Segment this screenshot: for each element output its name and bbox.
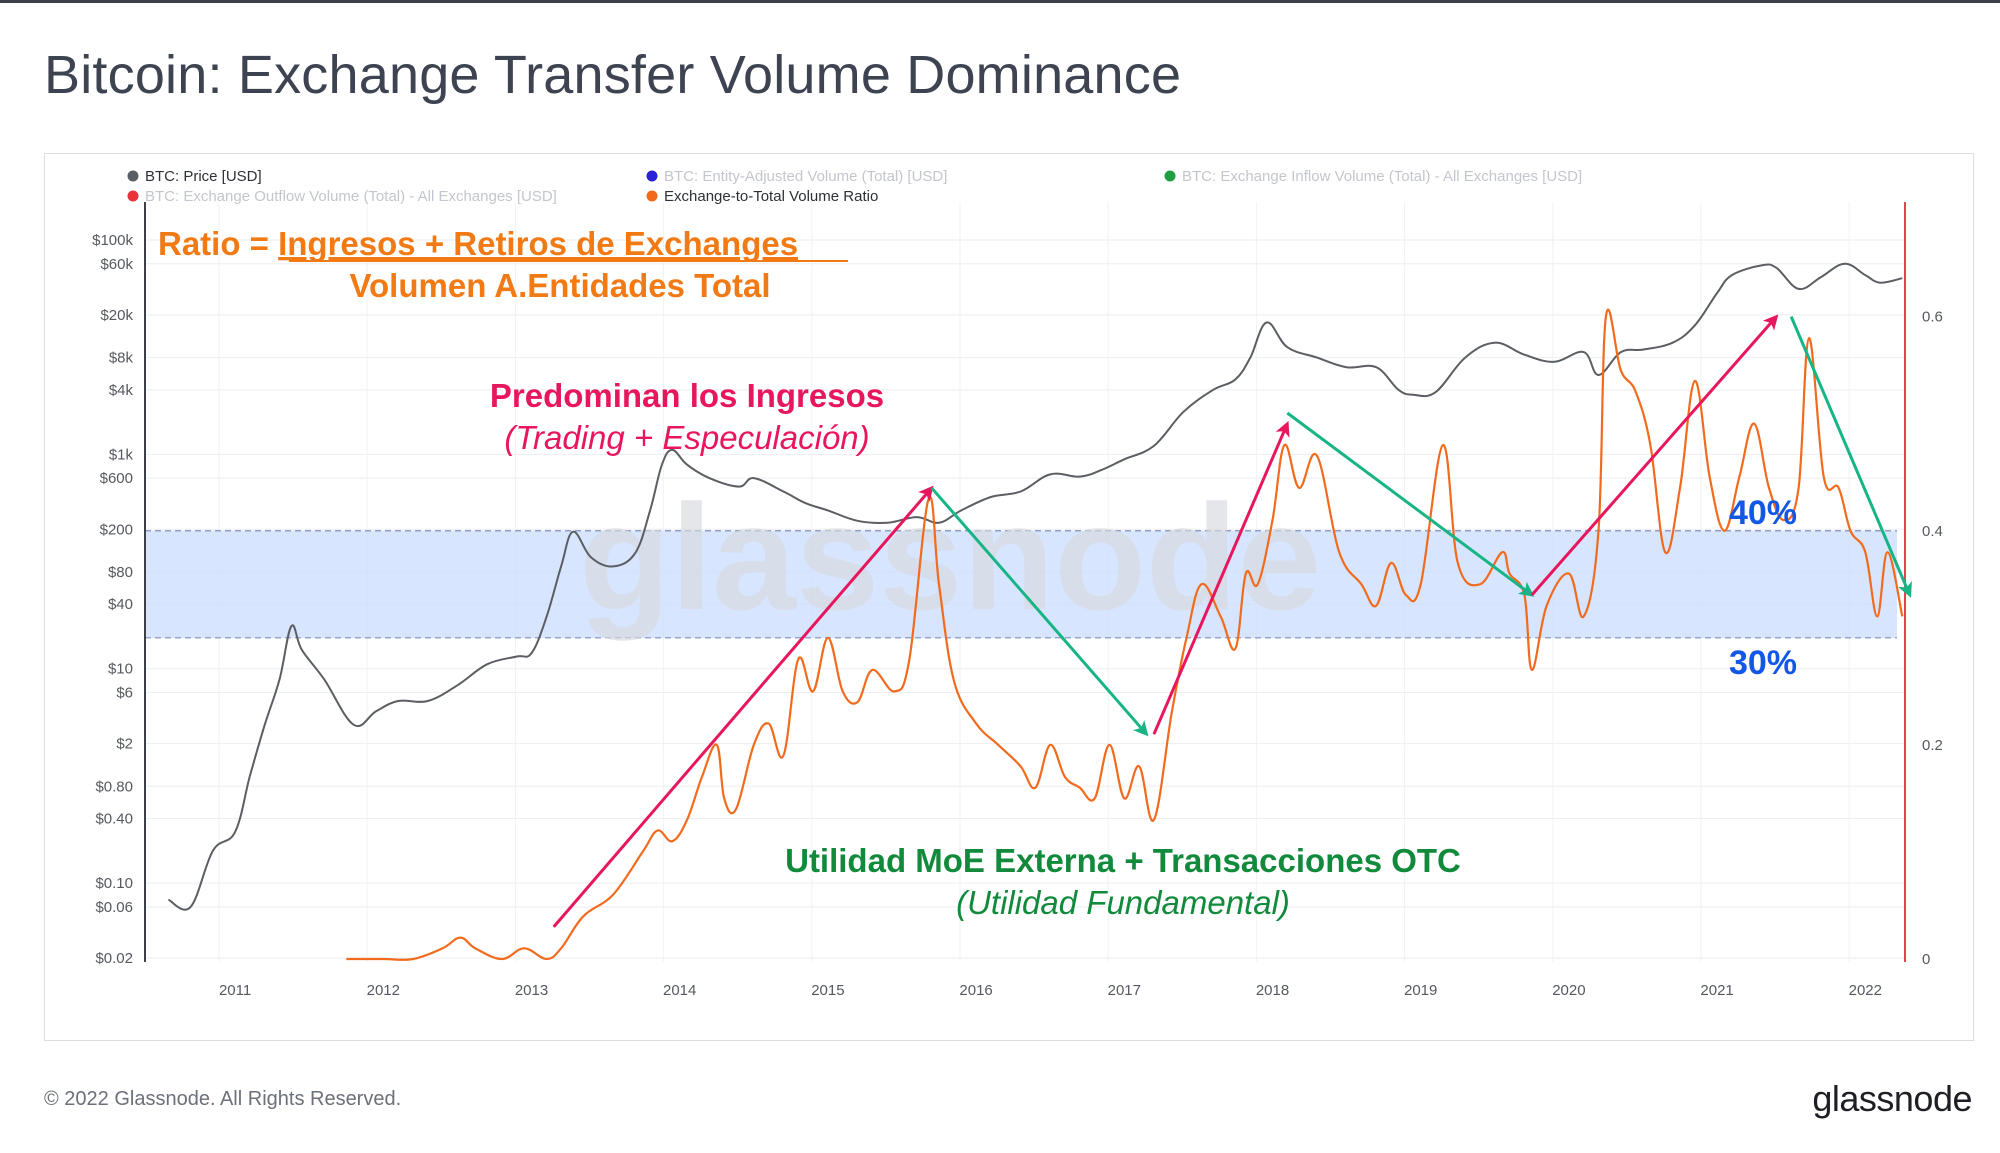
legend-marker	[646, 170, 658, 182]
formula-left: Ratio =	[158, 225, 278, 262]
y-left-tick-label: $2	[116, 736, 133, 753]
x-tick-label: 2020	[1552, 982, 1585, 999]
formula-denominator: Volumen A.Entidades Total	[349, 267, 770, 304]
trend-arrow-pink	[1530, 314, 1779, 596]
band-top-label: 40%	[1729, 494, 1797, 532]
trend-arrow-pink	[1152, 420, 1290, 735]
chart-panel: glassnode $100k $60k $20k $8k $4k $1k $600 $200…	[44, 153, 1974, 1041]
x-tick-label: 2021	[1700, 982, 1733, 999]
formula-numerator: Ingresos + Retiros de Exchanges	[278, 225, 798, 262]
y-left-tick-label: $6	[116, 685, 133, 702]
trend-arrows	[552, 314, 1912, 928]
top-rule	[0, 0, 2000, 3]
x-tick-label: 2012	[367, 982, 400, 999]
formula-text: Ratio = Ingresos + Retiros de Exchanges	[158, 225, 798, 262]
legend-label: BTC: Entity-Adjusted Volume (Total) [USD…	[664, 168, 947, 185]
x-tick-label: 2013	[515, 982, 548, 999]
y-left-tick-label: $600	[100, 470, 133, 487]
y-left-tick-label: $0.80	[95, 778, 133, 795]
y-right-axis-ticks: 0.6 0.4 0.2 0	[1922, 309, 1943, 968]
y-left-axis-ticks: $100k $60k $20k $8k $4k $1k $600 $200 $80 $40 $10 $…	[92, 232, 133, 967]
utility-subtitle: (Utilidad Fundamental)	[956, 884, 1290, 921]
y-right-tick-label: 0.6	[1922, 309, 1943, 326]
trend-arrow-pink	[552, 485, 934, 928]
y-left-tick-label: $200	[100, 521, 133, 538]
legend: BTC: Price [USD] BTC: Entity-Adjusted Vol…	[127, 168, 1582, 205]
x-tick-label: 2017	[1108, 982, 1141, 999]
footer-logo: glassnode	[1812, 1078, 1972, 1119]
x-tick-label: 2016	[959, 982, 992, 999]
y-right-tick-label: 0.4	[1922, 523, 1943, 540]
y-right-tick-label: 0	[1922, 951, 1930, 968]
inflow-subtitle: (Trading + Especulación)	[504, 419, 869, 456]
y-left-tick-label: $100k	[92, 232, 133, 249]
y-left-tick-label: $0.40	[95, 811, 133, 828]
y-left-tick-label: $20k	[100, 307, 133, 324]
x-axis-ticks: 2011 2012 2013 2014 2015 2016 2017 2018 2019 2020…	[219, 982, 1882, 999]
y-left-tick-label: $4k	[109, 382, 134, 399]
chart-svg: glassnode $100k$60k$20k$8k$4k$1k$600$200…	[92, 168, 1943, 999]
x-tick-label: 2022	[1849, 982, 1882, 999]
legend-marker	[127, 190, 139, 202]
y-left-tick-label: $0.02	[95, 950, 133, 967]
y-left-tick-label: $60k	[100, 256, 133, 273]
y-right-tick-label: 0.2	[1922, 737, 1943, 754]
legend-marker	[127, 170, 139, 182]
price-series-line	[167, 262, 1903, 911]
ratio-series-line	[346, 308, 1904, 961]
x-tick-label: 2015	[811, 982, 844, 999]
y-left-tick-label: $8k	[109, 350, 134, 367]
y-left-tick-label: $1k	[109, 446, 134, 463]
y-left-tick-label: $80	[108, 564, 133, 581]
x-tick-label: 2018	[1256, 982, 1289, 999]
x-tick-label: 2011	[219, 982, 251, 999]
legend-label: BTC: Price [USD]	[145, 168, 262, 185]
utility-title: Utilidad MoE Externa + Transacciones OTC	[785, 842, 1461, 879]
y-left-tick-label: $0.10	[95, 875, 133, 892]
trend-arrow-teal	[930, 486, 1149, 737]
band-bottom-label: 30%	[1729, 644, 1797, 682]
trend-arrow-teal	[1789, 316, 1912, 598]
x-tick-label: 2014	[663, 982, 696, 999]
legend-marker	[1164, 170, 1176, 182]
trend-arrow-teal	[1286, 411, 1535, 597]
legend-label: BTC: Exchange Outflow Volume (Total) - A…	[145, 188, 557, 205]
y-left-tick-label: $10	[108, 661, 133, 678]
legend-label: Exchange-to-Total Volume Ratio	[664, 188, 878, 205]
y-left-tick-label: $0.06	[95, 899, 133, 916]
ratio-band	[145, 530, 1897, 638]
footer-copyright: © 2022 Glassnode. All Rights Reserved.	[44, 1088, 402, 1110]
inflow-title: Predominan los Ingresos	[490, 377, 884, 414]
watermark: glassnode	[579, 473, 1321, 641]
legend-marker	[646, 190, 658, 202]
legend-label: BTC: Exchange Inflow Volume (Total) - Al…	[1182, 168, 1582, 185]
page-title: Bitcoin: Exchange Transfer Volume Domina…	[44, 45, 1182, 105]
x-tick-label: 2019	[1404, 982, 1437, 999]
y-left-tick-label: $40	[108, 596, 133, 613]
